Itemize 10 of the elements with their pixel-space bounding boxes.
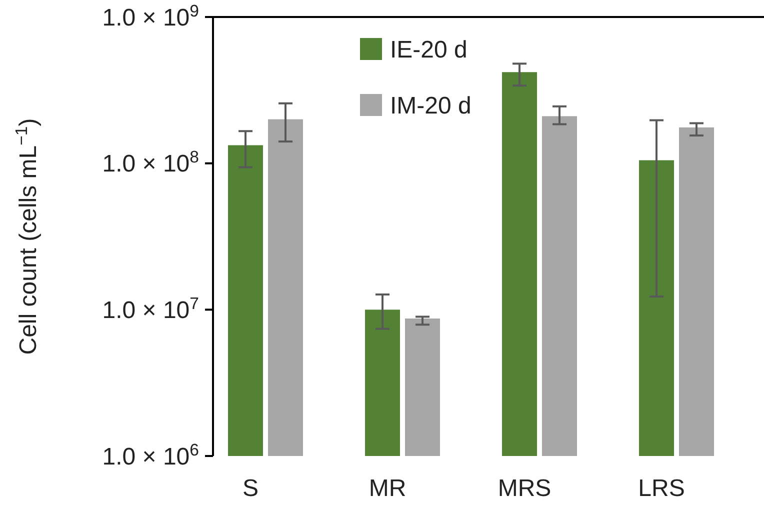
x-tick-label: MR — [368, 475, 406, 502]
legend-label: IE-20 d — [390, 36, 468, 64]
x-tick-label: MRS — [498, 475, 552, 502]
x-tick-label: S — [242, 475, 259, 502]
x-tick-label: LRS — [638, 475, 685, 502]
legend-label: IM-20 d — [390, 92, 472, 120]
y-tick-label: 1.0 × 10$^{8}$ — [102, 147, 199, 178]
y-tick-label: 1.0 × 10$^{9}$ — [102, 0, 199, 32]
y-tick-label: 1.0 × 10$^{6}$ — [102, 440, 199, 470]
y-tick-label: 1.0 × 10$^{7}$ — [102, 294, 199, 324]
